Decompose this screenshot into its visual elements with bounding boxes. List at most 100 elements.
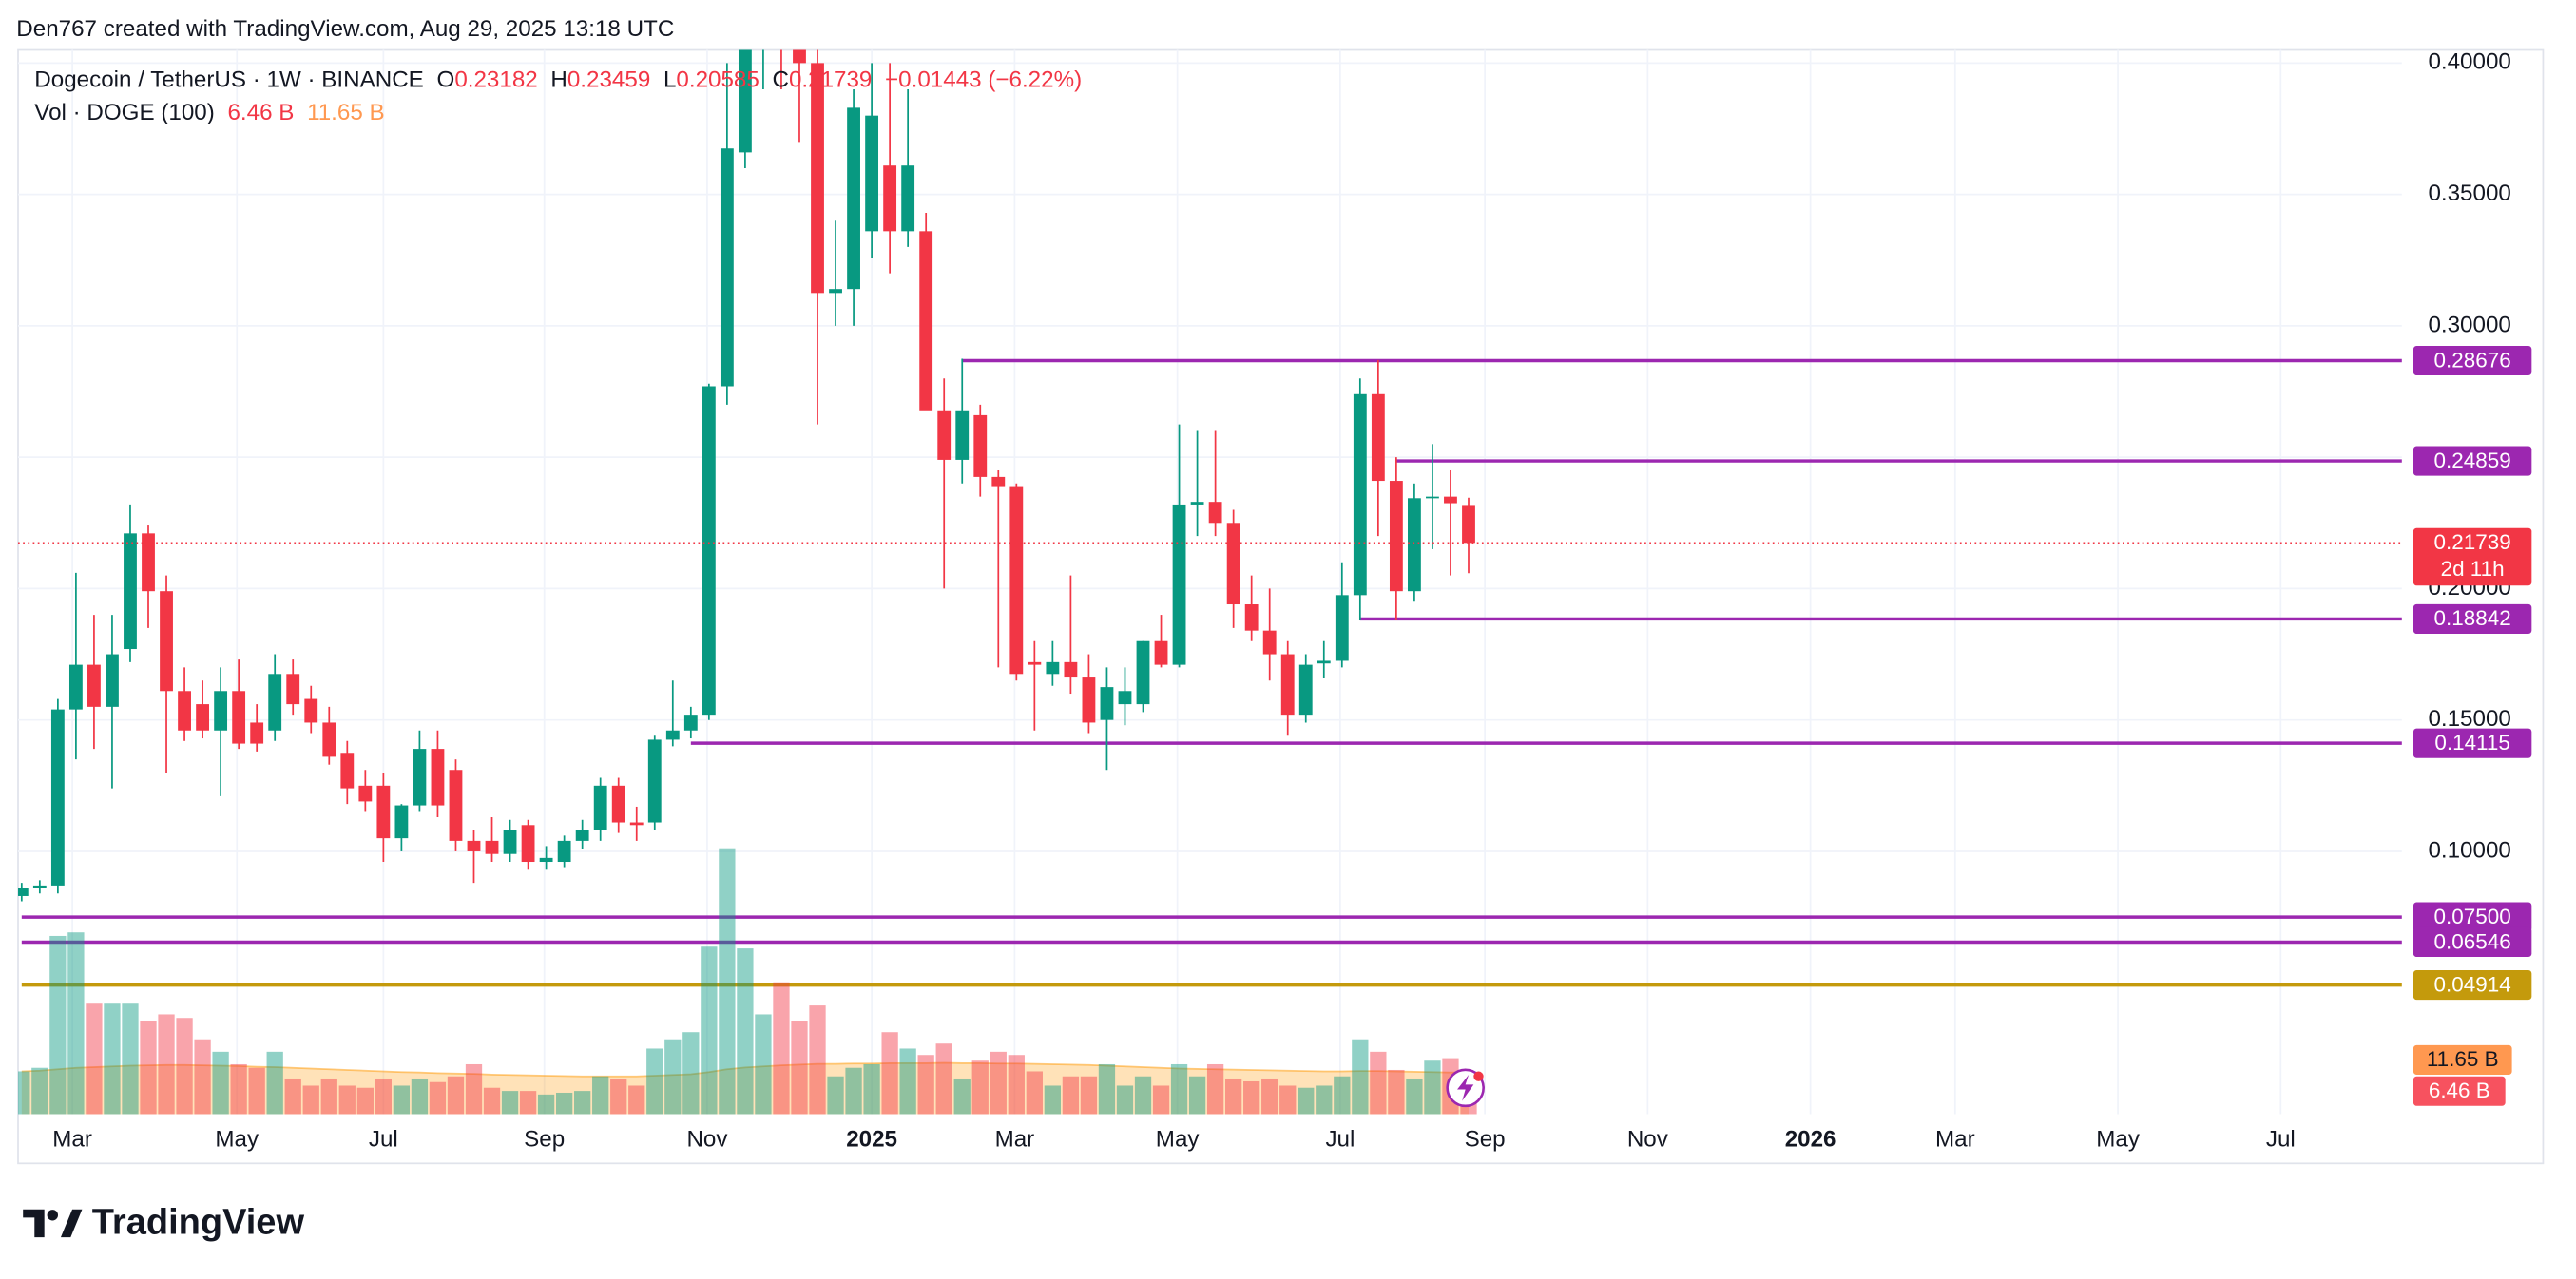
volume-bar xyxy=(338,1085,356,1115)
level-label: 0.06546 xyxy=(2434,929,2511,953)
candle-body xyxy=(340,753,355,789)
candle-body xyxy=(1262,630,1277,655)
candle-body xyxy=(358,785,373,802)
volume-bar xyxy=(935,1043,952,1115)
x-tick-label: Jul xyxy=(2266,1127,2296,1153)
volume-ma-area xyxy=(21,1062,1469,1115)
candle-body xyxy=(32,885,47,888)
x-tick-label: Sep xyxy=(1465,1127,1506,1153)
candle-body xyxy=(68,664,83,710)
y-tick-label: 0.35000 xyxy=(2428,181,2510,206)
candle-body xyxy=(1064,661,1078,678)
volume-bar xyxy=(1044,1085,1062,1115)
level-badge xyxy=(2413,970,2532,1001)
candle-body xyxy=(1371,393,1385,482)
volume-bar xyxy=(158,1014,175,1115)
candle-body xyxy=(665,730,680,740)
volume-bar xyxy=(881,1032,898,1115)
volume-bar xyxy=(809,1005,826,1115)
volume-bar xyxy=(1334,1076,1351,1115)
grid xyxy=(18,49,2402,1115)
last-price-label: 0.21739 xyxy=(2434,530,2511,554)
candle-body xyxy=(503,830,517,854)
candle-body xyxy=(702,386,716,716)
candle-body xyxy=(214,691,228,731)
candle-body xyxy=(829,289,842,294)
candle-body xyxy=(322,722,336,757)
level-badge xyxy=(2413,446,2532,476)
candle-body xyxy=(1298,664,1313,716)
candle-body xyxy=(1226,523,1240,605)
candle-body xyxy=(611,785,625,823)
volume-bar xyxy=(971,1060,989,1115)
candle-body xyxy=(142,533,155,592)
volume-bar xyxy=(1424,1060,1441,1115)
countdown-label: 2d 11h xyxy=(2441,557,2505,581)
volume-bar xyxy=(411,1078,429,1115)
candle-body xyxy=(629,822,644,826)
volume-bar xyxy=(1206,1063,1224,1115)
candle-body xyxy=(593,785,607,830)
candle-body xyxy=(647,739,662,823)
volume-ma-badge xyxy=(2413,1044,2512,1075)
volume-bar xyxy=(1352,1039,1369,1115)
volume-bar xyxy=(284,1078,301,1115)
volume-pane xyxy=(18,848,1477,1115)
logo-dot xyxy=(47,1210,59,1221)
candle-body xyxy=(847,107,860,290)
attribution: Den767 created with TradingView.com, Aug… xyxy=(16,16,674,42)
volume-bar xyxy=(1062,1076,1080,1115)
x-tick-label: May xyxy=(215,1127,260,1153)
volume-bar xyxy=(1188,1076,1206,1115)
volume-bar xyxy=(465,1063,483,1115)
candle-body xyxy=(1407,498,1421,592)
chart-frame xyxy=(17,48,2545,1165)
symbol: Dogecoin / TetherUS · 1W · BINANCE xyxy=(34,67,424,93)
volume-name: Vol · DOGE (100) xyxy=(34,100,215,125)
candle-body xyxy=(431,749,445,806)
volume-bar xyxy=(212,1051,229,1115)
candle-body xyxy=(1462,505,1475,544)
lightning-icon[interactable] xyxy=(1446,1068,1485,1108)
level-badge xyxy=(2413,902,2532,932)
candle-body xyxy=(1244,604,1259,631)
volume-bar xyxy=(1406,1078,1423,1115)
candle-body xyxy=(413,749,427,806)
y-tick-label: 0.30000 xyxy=(2428,312,2510,337)
candle-body xyxy=(1136,640,1150,705)
volume-bar xyxy=(266,1051,283,1115)
volume-bar xyxy=(1370,1051,1387,1115)
candle-body xyxy=(883,165,897,232)
level-badge xyxy=(2413,728,2532,758)
candle-body xyxy=(1389,481,1403,592)
volume-bar xyxy=(49,935,67,1115)
x-tick-label: Mar xyxy=(1935,1127,1975,1153)
volume-bar xyxy=(320,1078,337,1115)
volume-bar xyxy=(1316,1085,1333,1115)
candle-body xyxy=(865,115,879,232)
candle-body xyxy=(811,63,824,294)
volume-bar xyxy=(555,1092,573,1115)
volume-bar xyxy=(1243,1080,1260,1115)
candle-body xyxy=(1100,687,1114,720)
volume-bar xyxy=(519,1091,537,1115)
level-label: 0.14115 xyxy=(2434,731,2510,754)
legend-volume: Vol · DOGE (100) 6.46 B 11.65 B xyxy=(34,100,384,125)
volume-bar xyxy=(248,1067,265,1115)
level-label: 0.04914 xyxy=(2434,972,2511,996)
brand-logo[interactable]: TradingView xyxy=(23,1202,304,1242)
candle-body xyxy=(304,698,318,723)
candle-body xyxy=(937,410,952,460)
volume-bar xyxy=(356,1087,374,1115)
candle-body xyxy=(250,722,264,744)
candle-body xyxy=(87,664,101,707)
axes: 0.100000.150000.200000.250000.300000.350… xyxy=(18,49,2532,1153)
candle-body xyxy=(1154,640,1168,665)
candle-body xyxy=(106,654,119,707)
volume-bar xyxy=(1388,1069,1405,1115)
candle-body xyxy=(1353,393,1367,596)
volume-bar xyxy=(592,1076,609,1115)
candle-body xyxy=(901,165,915,232)
